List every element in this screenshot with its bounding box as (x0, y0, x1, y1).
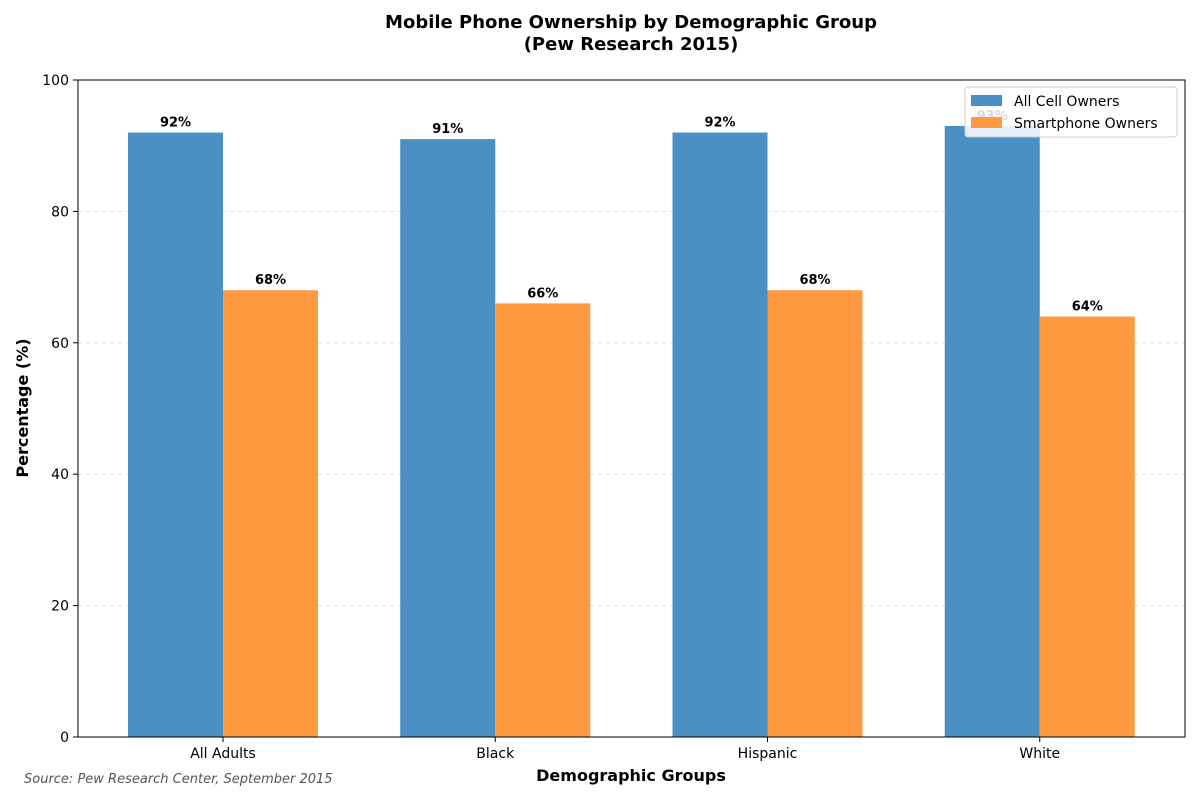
y-tick-label: 0 (60, 730, 69, 746)
x-tick-label-black: Black (476, 746, 515, 762)
legend: All Cell Owners Smartphone Owners (964, 86, 1178, 138)
y-tick-label: 40 (51, 467, 69, 483)
source-note: Source: Pew Research Center, September 2… (24, 772, 333, 787)
bar-smartphone-owners-black (495, 303, 591, 737)
y-axis-ticks: 0 20 40 60 80 100 (42, 73, 78, 746)
chart-title: Mobile Phone Ownership by Demographic Gr… (385, 12, 877, 55)
y-axis-label: Percentage (%) (13, 338, 32, 477)
x-axis-label: Demographic Groups (536, 766, 726, 785)
data-label-all-cell-owners-hispanic: 92% (704, 116, 735, 131)
bar-smartphone-owners-all-adults (223, 290, 318, 737)
x-tick-label-all-adults: All Adults (190, 746, 256, 762)
bar-smartphone-owners-hispanic (767, 290, 863, 737)
bar-smartphone-owners-white (1039, 316, 1135, 737)
y-tick-label: 100 (42, 73, 69, 89)
x-axis-ticks: All Adults Black Hispanic White (190, 737, 1060, 762)
bars-group (128, 125, 1135, 738)
legend-swatch-all-cell-owners (971, 95, 1002, 106)
legend-swatch-smartphone-owners (971, 117, 1002, 128)
legend-box (964, 86, 1178, 138)
data-label-smartphone-owners-black: 66% (527, 286, 558, 301)
plot-frame (77, 79, 1186, 738)
x-tick-label-white: White (1019, 746, 1060, 762)
bar-all-cell-owners-hispanic (672, 132, 768, 737)
y-tick-label: 60 (51, 336, 69, 352)
y-tick-label: 20 (51, 599, 69, 615)
legend-label-smartphone-owners: Smartphone Owners (1014, 116, 1158, 132)
data-label-all-cell-owners-black: 91% (432, 122, 463, 137)
bar-all-cell-owners-white (944, 125, 1040, 738)
y-tick-label: 80 (51, 204, 69, 220)
data-label-smartphone-owners-hispanic: 68% (799, 273, 830, 288)
x-tick-label-hispanic: Hispanic (738, 746, 798, 762)
bar-all-cell-owners-black (400, 139, 496, 737)
data-label-all-cell-owners-all-adults: 92% (160, 116, 191, 131)
data-label-smartphone-owners-all-adults: 68% (255, 273, 286, 288)
bar-all-cell-owners-all-adults (128, 132, 223, 737)
legend-label-all-cell-owners: All Cell Owners (1014, 94, 1119, 110)
data-label-smartphone-owners-white: 64% (1072, 300, 1103, 315)
